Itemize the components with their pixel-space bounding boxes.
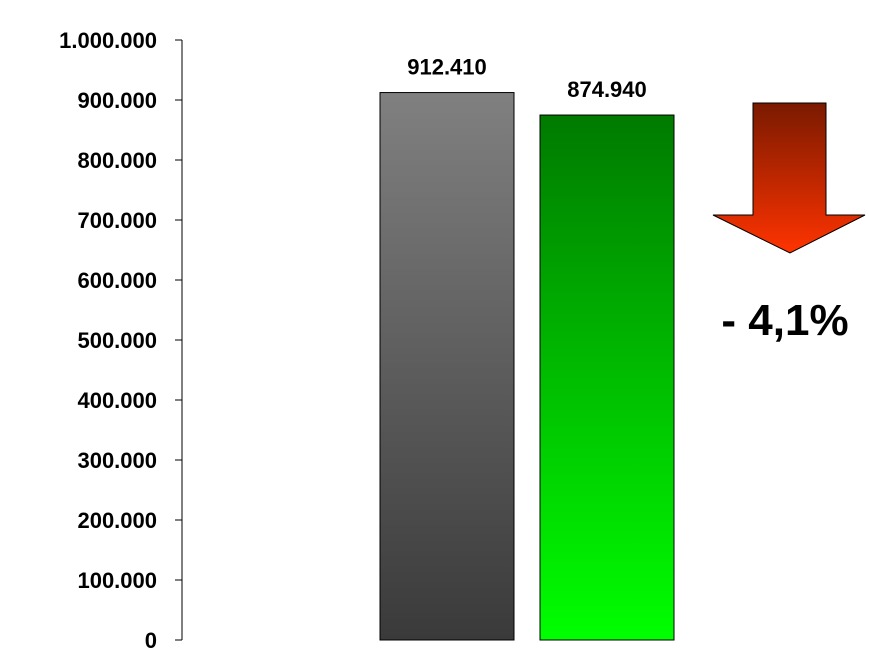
y-tick-label: 100.000: [77, 568, 157, 593]
y-tick-label: 400.000: [77, 388, 157, 413]
data-labels: 912.410 874.940: [407, 55, 647, 102]
y-tick-label: 600.000: [77, 268, 157, 293]
bar-value-label-1: 874.940: [567, 77, 647, 102]
bar-0: [379, 92, 515, 641]
y-axis: 0 100.000 200.000 300.000 400.000 500.000 600.…: [59, 28, 183, 652]
bar-value-label-0: 912.410: [407, 55, 487, 80]
down-arrow-icon: [712, 102, 866, 254]
y-tick-label: 1.000.000: [59, 28, 157, 53]
y-tick-label: 800.000: [77, 148, 157, 173]
y-tick-label: 900.000: [77, 88, 157, 113]
y-tick-label: 500.000: [77, 328, 157, 353]
y-tick-label: 0: [145, 628, 157, 652]
y-tick-label: 300.000: [77, 448, 157, 473]
bar-1: [539, 114, 675, 641]
bars: [379, 92, 675, 641]
y-tick-label: 700.000: [77, 208, 157, 233]
y-tick-label: 200.000: [77, 508, 157, 533]
change-percentage-label: - 4,1%: [721, 296, 848, 345]
